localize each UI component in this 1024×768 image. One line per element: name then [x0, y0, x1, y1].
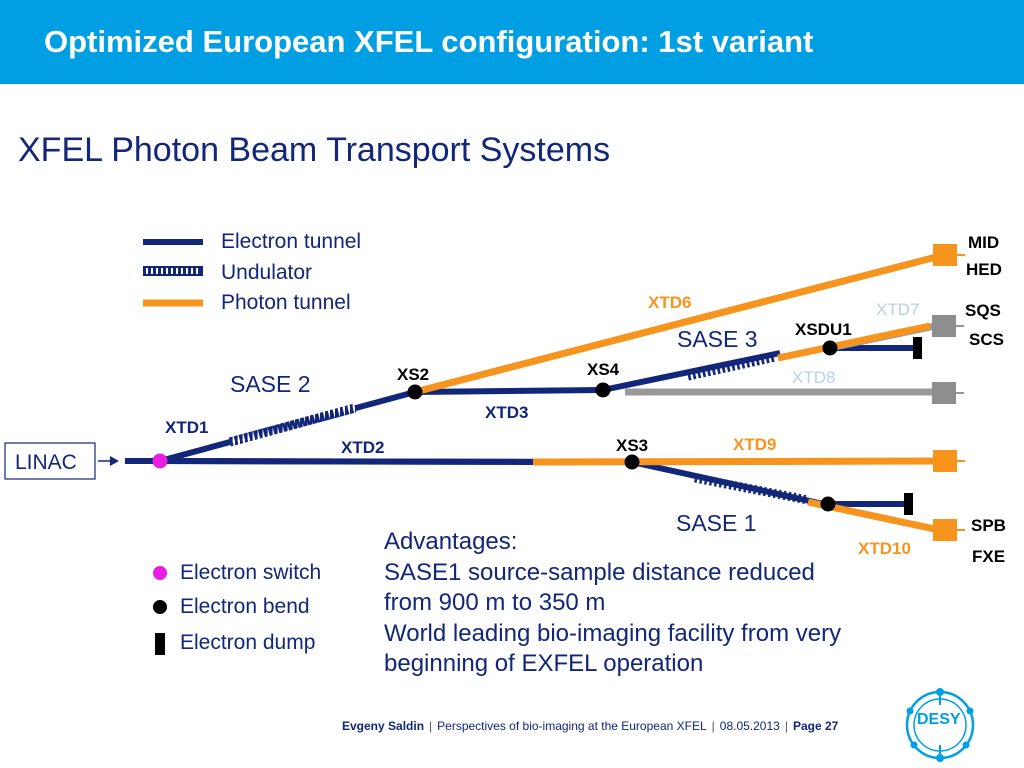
station-label-spb: SPB	[971, 516, 1006, 535]
footer: Evgeny Saldin | Perspectives of bio-imagin…	[342, 719, 838, 733]
slide-subtitle: XFEL Photon Beam Transport Systems	[18, 131, 611, 169]
slide-title: Optimized European XFEL configuration: 1…	[44, 24, 814, 59]
linac-box	[4, 442, 96, 480]
linac-arrow-head	[110, 456, 119, 466]
station-label-mid: MID	[968, 233, 999, 252]
station-xtd8-end	[932, 382, 956, 404]
tunnel-label-xtd2: XTD2	[341, 438, 384, 457]
legend-electron-switch-label: Electron switch	[180, 561, 322, 584]
sase1-label: SASE 1	[676, 510, 757, 536]
electron-tunnel-xtd3	[414, 387, 604, 395]
footer-page-number: Page 27	[792, 719, 839, 733]
electron-switch-linac	[152, 453, 168, 469]
node-label-xs4: XS4	[587, 360, 620, 379]
node-label-xsdu1: XSDU1	[795, 320, 852, 339]
undulator-sase1	[694, 473, 809, 505]
electron-dump-sase1	[904, 493, 913, 515]
sase2-label: SASE 2	[230, 371, 311, 397]
undulator-sase2-outline	[228, 403, 357, 447]
station-label-sqs: SQS	[965, 301, 1001, 320]
footer-separator: |	[429, 719, 433, 733]
legend-undulator-label: Undulator	[221, 261, 313, 284]
electron-tunnel-sase3	[602, 350, 781, 393]
footer-separator: |	[784, 719, 788, 733]
station-xtd7-end	[932, 315, 956, 337]
tunnel-label-xtd9: XTD9	[733, 435, 776, 454]
header-bar: Optimized European XFEL configuration: 1…	[0, 0, 1024, 84]
electron-bend-xs3	[624, 454, 640, 470]
legend-electron-dump-marker	[155, 633, 165, 655]
node-label-xs3: XS3	[616, 436, 648, 455]
legend-electron-bend-marker	[153, 600, 167, 614]
electron-bend-xsdu1	[822, 340, 838, 356]
station-label-hed: HED	[966, 260, 1002, 279]
advantages-block: Advantages: SASE1 source-sample distance…	[384, 527, 841, 680]
photon-tunnel-xtd9	[532, 457, 945, 466]
electron-bend-xs4	[595, 382, 611, 398]
tunnel-label-xtd10: XTD10	[858, 539, 911, 558]
electron-bend-sase1-dump	[820, 496, 836, 512]
electron-bend-xs2	[407, 384, 423, 400]
tunnel-label-xtd3: XTD3	[485, 403, 528, 422]
station-mid-hed	[933, 244, 957, 266]
desy-logo-text: DESY	[917, 711, 961, 728]
tunnel-label-xtd7: XTD7	[876, 300, 919, 319]
tunnel-label-xtd8: XTD8	[792, 368, 835, 387]
station-xtd9-end	[933, 450, 957, 472]
tunnel-label-xtd1: XTD1	[165, 418, 208, 437]
electron-dump-sase3	[913, 337, 922, 359]
advantages-line: beginning of EXFEL operation	[384, 650, 704, 677]
tunnel-label-xtd6: XTD6	[648, 293, 691, 312]
legend-photon-tunnel-label: Photon tunnel	[221, 291, 351, 314]
advantages-line: World leading bio-imaging facility from …	[384, 619, 842, 647]
legend-electron-tunnel-label: Electron tunnel	[221, 230, 362, 253]
sase3-label: SASE 3	[677, 326, 758, 352]
legend-undulator-swatch	[143, 266, 203, 276]
footer-date: 08.05.2013	[719, 719, 780, 733]
desy-logo	[905, 688, 975, 762]
legend-electron-dump-label: Electron dump	[180, 631, 316, 654]
station-label-fxe: FXE	[972, 547, 1005, 566]
linac-label: LINAC	[15, 451, 77, 474]
advantages-line: from 900 m to 350 m	[384, 589, 606, 616]
footer-talk-title: Perspectives of bio-imaging at the Europ…	[437, 719, 707, 733]
legend-electron-bend-label: Electron bend	[180, 595, 310, 618]
photon-tunnel-sase3-out	[777, 322, 931, 362]
footer-author: Evgeny Saldin	[342, 719, 425, 733]
footer-separator: |	[711, 719, 715, 733]
photon-tunnel-xtd6	[414, 251, 945, 396]
advantages-line: SASE1 source-sample distance reduced	[384, 558, 815, 586]
station-spb-fxe	[933, 519, 957, 541]
node-label-xs2: XS2	[397, 365, 429, 384]
station-label-scs: SCS	[969, 330, 1004, 349]
legend-electron-switch-marker	[153, 566, 167, 580]
advantages-heading: Advantages:	[384, 528, 518, 555]
